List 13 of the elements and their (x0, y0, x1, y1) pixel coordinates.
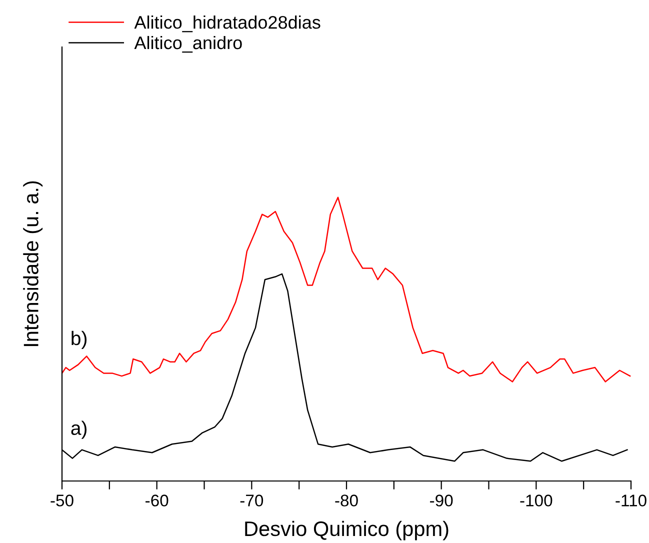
annotation: a) (71, 420, 87, 439)
x-tick-label: -70 (240, 494, 264, 506)
annotation: b) (72, 330, 87, 350)
x-tick-label: -80 (335, 494, 358, 506)
x-tick-label: -110 (616, 494, 646, 506)
x-tick-label: -50 (50, 494, 74, 506)
x-tick-label: -60 (146, 494, 168, 506)
x-axis-title: Desvio Quimico (ppm) (245, 520, 448, 540)
legend-label: Alitico_anidro (134, 36, 242, 53)
legend-label: Alitico_hidratado28dias (134, 16, 320, 32)
y-axis-title: Intensidade (u. a.) (23, 181, 43, 346)
x-tick-label: -100 (520, 494, 552, 506)
x-tick-label: -90 (430, 494, 453, 506)
